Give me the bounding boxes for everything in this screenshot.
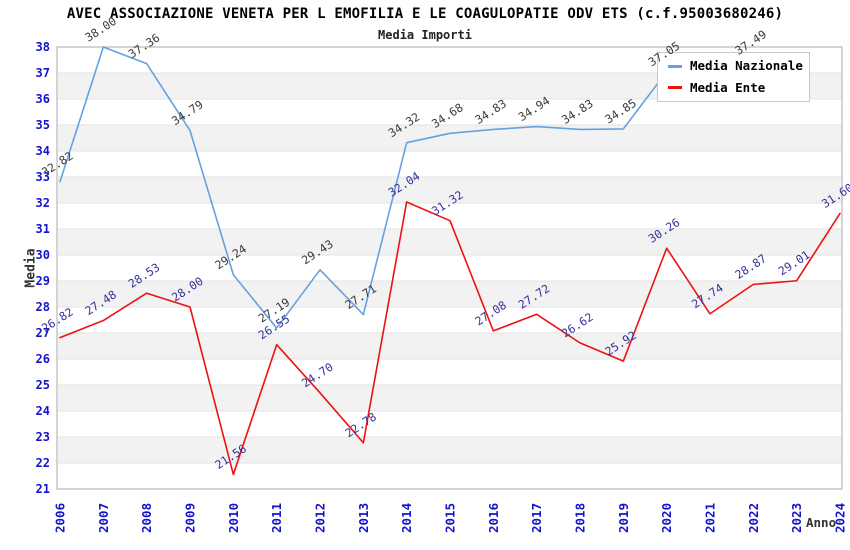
svg-text:26: 26 (36, 352, 50, 366)
svg-text:32: 32 (36, 196, 50, 210)
x-axis-title: Anno (806, 515, 837, 530)
y-axis-title: Media (23, 248, 39, 288)
legend-label-media-nazionale: Media Nazionale (690, 58, 803, 73)
svg-text:2020: 2020 (659, 503, 674, 533)
svg-text:2021: 2021 (703, 503, 718, 533)
series-line-media-ente (59, 201, 841, 476)
svg-text:2023: 2023 (789, 503, 804, 533)
svg-text:34: 34 (36, 144, 50, 158)
svg-text:27: 27 (36, 326, 50, 340)
svg-text:2008: 2008 (139, 503, 154, 533)
plot-bands (58, 73, 841, 463)
legend-swatch-media-ente-icon (668, 86, 682, 90)
svg-text:2017: 2017 (529, 503, 544, 533)
chart-title: AVEC ASSOCIAZIONE VENETA PER L EMOFILIA … (66, 6, 784, 22)
svg-text:2010: 2010 (226, 503, 241, 533)
svg-text:33: 33 (36, 170, 50, 184)
svg-text:23: 23 (36, 430, 50, 444)
svg-text:2012: 2012 (313, 503, 328, 533)
svg-text:2019: 2019 (616, 503, 631, 533)
svg-text:31: 31 (36, 222, 50, 236)
y-gridlines (57, 46, 842, 490)
svg-text:21: 21 (36, 482, 50, 496)
svg-text:2011: 2011 (269, 503, 284, 533)
svg-text:2014: 2014 (399, 503, 414, 533)
legend-item-media-ente: Media Ente (668, 79, 799, 95)
svg-text:2015: 2015 (443, 503, 458, 533)
svg-text:2022: 2022 (746, 503, 761, 533)
svg-text:35: 35 (36, 118, 50, 132)
svg-text:25: 25 (36, 378, 50, 392)
legend-swatch-media-nazionale-icon (668, 64, 682, 68)
svg-text:2009: 2009 (183, 503, 198, 533)
svg-text:2018: 2018 (573, 503, 588, 533)
svg-text:30: 30 (36, 248, 50, 262)
chart-subtitle: Media Importi (378, 28, 472, 42)
svg-text:38: 38 (36, 40, 50, 54)
svg-text:36: 36 (36, 92, 50, 106)
svg-text:29: 29 (36, 274, 50, 288)
legend: Media Nazionale Media Ente (657, 52, 810, 102)
series-line-media-nazionale (59, 46, 755, 329)
svg-text:2016: 2016 (486, 503, 501, 533)
y-tick-labels: 21 22 23 24 25 26 27 28 29 30 31 32 33 34 35 36 37 38 (36, 40, 50, 496)
svg-text:22: 22 (36, 456, 50, 470)
svg-text:24: 24 (36, 404, 50, 418)
svg-text:37: 37 (36, 66, 50, 80)
svg-text:28: 28 (36, 300, 50, 314)
x-tick-labels: 2006 2007 2008 2009 2010 2011 2012 2013 2014 2015… (53, 503, 848, 533)
svg-text:2007: 2007 (96, 503, 111, 533)
svg-text:2013: 2013 (356, 503, 371, 533)
legend-label-media-ente: Media Ente (690, 79, 766, 95)
plot-border (56, 46, 843, 490)
svg-text:2024: 2024 (833, 503, 848, 533)
legend-item-media-nazionale: Media Nazionale (668, 59, 803, 73)
svg-text:2006: 2006 (53, 503, 68, 533)
